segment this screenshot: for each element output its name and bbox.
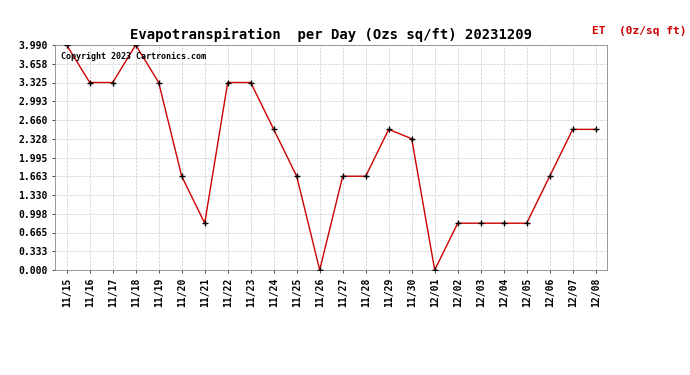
Title: Evapotranspiration  per Day (Ozs sq/ft) 20231209: Evapotranspiration per Day (Ozs sq/ft) 2… bbox=[130, 28, 532, 42]
Text: ET  (0z/sq ft): ET (0z/sq ft) bbox=[592, 26, 687, 36]
Text: Copyright 2023 Cartronics.com: Copyright 2023 Cartronics.com bbox=[61, 52, 206, 61]
